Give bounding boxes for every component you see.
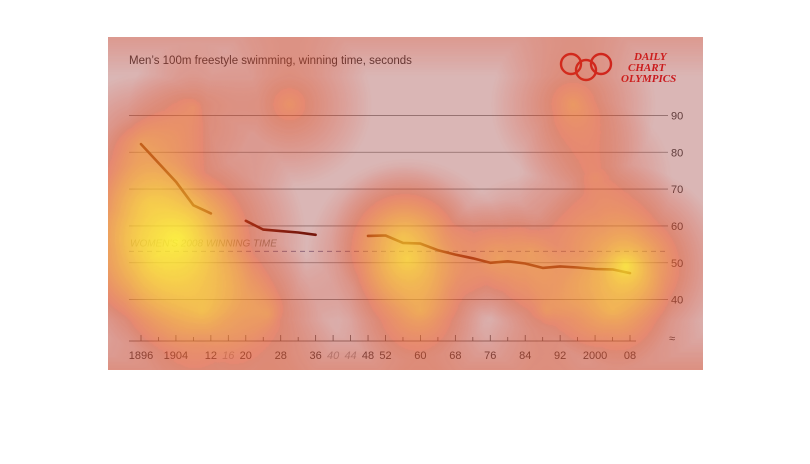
x-tick-label-1904: 1904 bbox=[164, 350, 188, 362]
x-tick-label-76: 76 bbox=[484, 350, 496, 362]
x-tick-label-68: 68 bbox=[449, 350, 461, 362]
x-tick-label-16: 16 bbox=[222, 350, 235, 362]
y-tick-label-60: 60 bbox=[671, 221, 683, 233]
x-tick-label-2000: 2000 bbox=[583, 350, 607, 362]
y-tick-label-50: 50 bbox=[671, 258, 683, 270]
x-tick-label-12: 12 bbox=[205, 350, 217, 362]
y-axis-break-mark: ≈ bbox=[669, 333, 675, 345]
x-tick-label-60: 60 bbox=[414, 350, 426, 362]
y-tick-label-40: 40 bbox=[671, 295, 683, 307]
reference-line-label: WOMEN'S 2008 WINNING TIME bbox=[130, 238, 277, 249]
x-tick-label-36: 36 bbox=[310, 350, 322, 362]
x-tick-label-08: 08 bbox=[624, 350, 636, 362]
x-tick-label-44: 44 bbox=[344, 350, 356, 362]
line-chart: WOMEN'S 2008 WINNING TIME 1896 1904 12 16 20… bbox=[108, 37, 703, 370]
y-tick-label-70: 70 bbox=[671, 184, 683, 196]
y-tick-label-90: 90 bbox=[671, 110, 683, 122]
x-tick-label-20: 20 bbox=[240, 350, 252, 362]
chart-panel: WOMEN'S 2008 WINNING TIME 1896 1904 12 16 20… bbox=[108, 37, 703, 370]
x-tick-label-40: 40 bbox=[327, 350, 340, 362]
x-tick-label-84: 84 bbox=[519, 350, 531, 362]
brand-line-3: OLYMPICS bbox=[621, 73, 676, 85]
chart-title: Men’s 100m freestyle swimming, winning t… bbox=[129, 55, 412, 67]
x-tick-label-92: 92 bbox=[554, 350, 566, 362]
x-tick-label-1896: 1896 bbox=[129, 350, 153, 362]
x-tick-label-28: 28 bbox=[275, 350, 287, 362]
x-tick-label-48: 48 bbox=[362, 350, 374, 362]
y-tick-label-80: 80 bbox=[671, 147, 683, 159]
chart-background bbox=[108, 37, 703, 370]
x-tick-label-52: 52 bbox=[379, 350, 391, 362]
